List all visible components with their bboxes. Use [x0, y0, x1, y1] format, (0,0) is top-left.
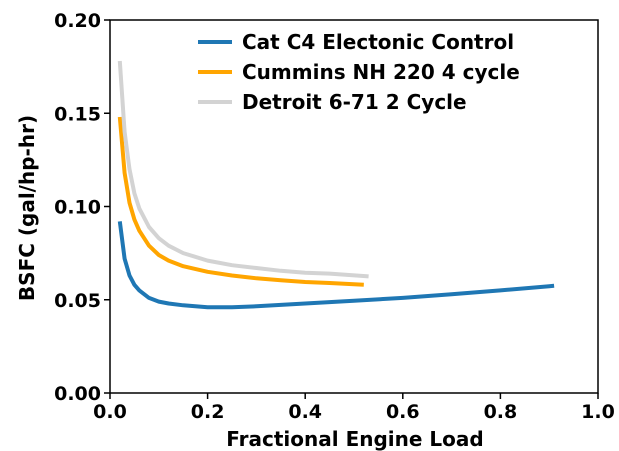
x-axis-label: Fractional Engine Load: [226, 427, 483, 451]
x-tick-label: 0.0: [93, 401, 127, 423]
series-line-2: [117, 60, 369, 279]
y-tick-label: 0.05: [54, 290, 101, 312]
y-tick-label: 0.15: [54, 103, 101, 125]
x-tick-label: 0.2: [191, 401, 225, 423]
plot-area: [110, 20, 598, 393]
legend-label-2: Detroit 6-71 2 Cycle: [242, 90, 467, 114]
axes: 0.0 0.2 0.4 0.6 0.8 1.0 0.00 0.05 0.10 0.15 0.20: [54, 10, 615, 423]
legend-label-0: Cat C4 Electonic Control: [242, 30, 514, 54]
y-tick-label: 0.20: [54, 10, 101, 32]
plot-background: [110, 20, 598, 393]
y-tick-label: 0.00: [54, 383, 101, 405]
x-tick-label: 0.6: [386, 401, 420, 423]
y-tick-label: 0.10: [54, 197, 101, 219]
series-lines: [117, 60, 555, 310]
y-axis-label: BSFC (gal/hp-hr): [15, 115, 39, 301]
x-tick-label: 0.8: [484, 401, 518, 423]
series-line-0: [117, 221, 555, 310]
legend: Cat C4 Electonic Control Cummins NH 220 4…: [198, 30, 520, 114]
x-tick-label: 1.0: [581, 401, 615, 423]
series-line-1: [117, 116, 364, 287]
x-tick-label: 0.4: [288, 401, 322, 423]
legend-label-1: Cummins NH 220 4 cycle: [242, 60, 520, 84]
